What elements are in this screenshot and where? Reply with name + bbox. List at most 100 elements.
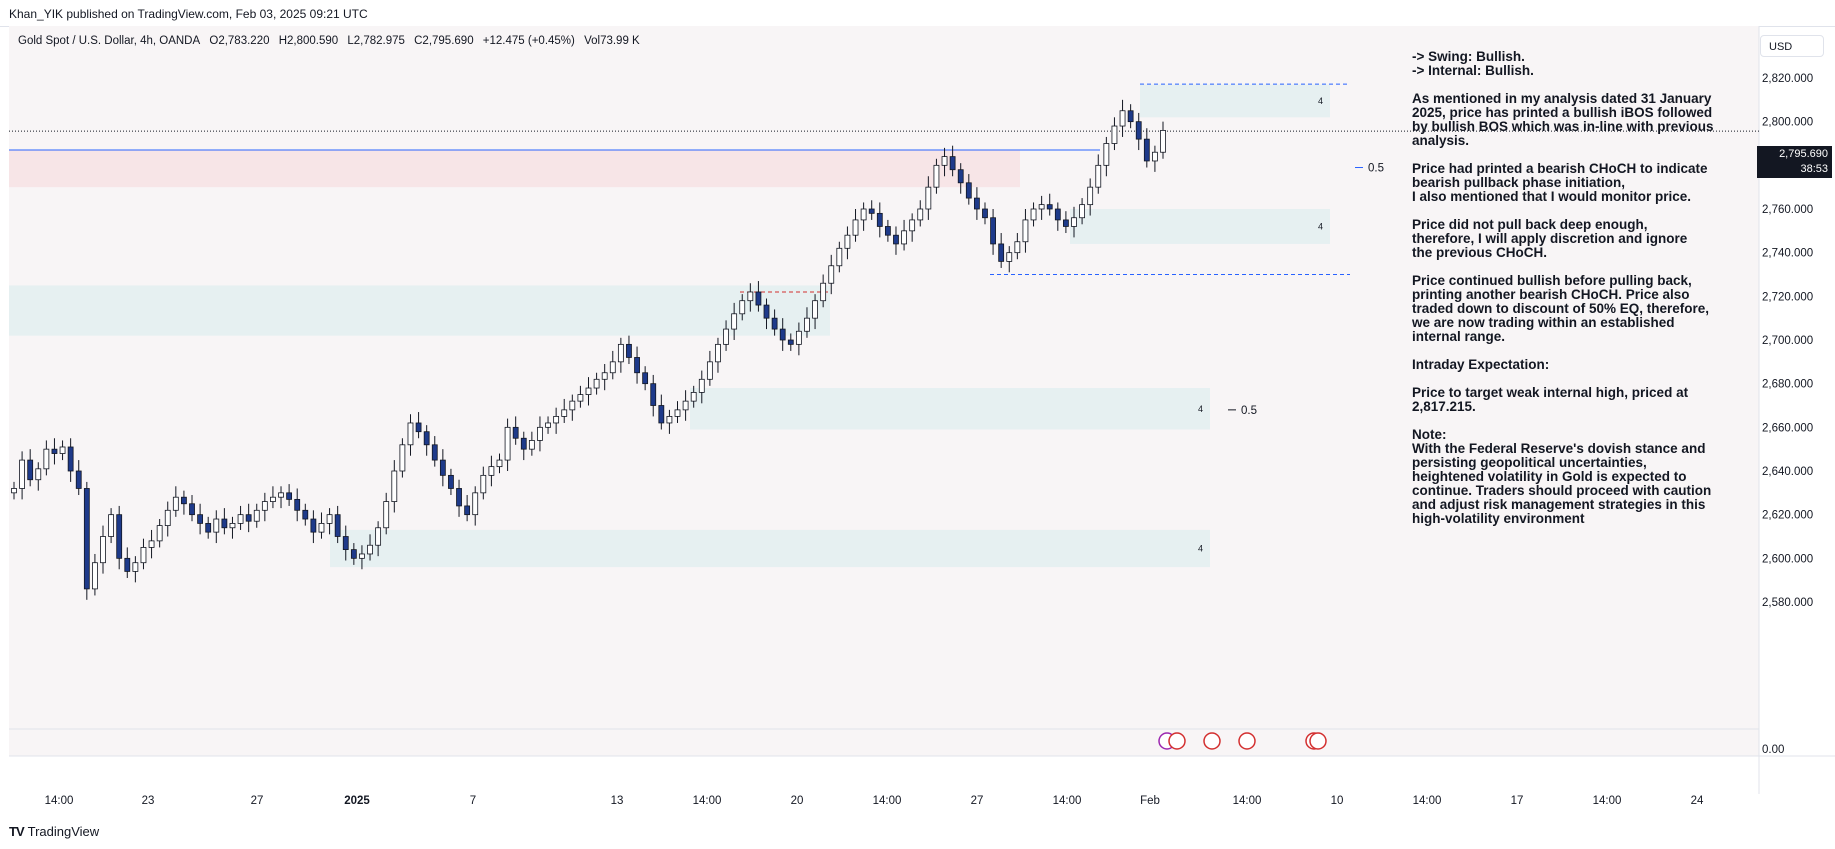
note-paragraph: -> Swing: Bullish. -> Internal: Bullish.: [1412, 50, 1732, 78]
note-line: I also mentioned that I would monitor pr…: [1412, 189, 1692, 204]
candle-body: [609, 361, 616, 374]
note-line: printing another bearish CHoCH. Price al…: [1412, 287, 1690, 302]
currency-button[interactable]: USD: [1760, 35, 1824, 57]
ohlc-open: O2,783.220: [209, 35, 270, 47]
candle-body: [1071, 217, 1077, 227]
candle-body: [982, 208, 988, 219]
candle-body: [342, 536, 349, 550]
current-price-tag: 2,795.690 38:53: [1757, 146, 1832, 178]
us-flag-icon[interactable]: [1309, 732, 1327, 750]
candle-body: [367, 544, 373, 555]
note-line: heightened volatility in Gold is expecte…: [1412, 469, 1687, 484]
note-line: continue. Traders should proceed with ca…: [1412, 483, 1712, 498]
candle-body: [642, 372, 649, 385]
candle-body: [148, 540, 155, 548]
candle-body: [520, 437, 527, 450]
candle-body: [261, 501, 268, 511]
note-line: high-volatility environment: [1412, 511, 1585, 526]
note-paragraph: Price to target weak internal high, pric…: [1412, 386, 1732, 414]
note-line: Price continued bullish before pulling b…: [1412, 273, 1692, 288]
brand-name: TradingView: [27, 824, 100, 839]
tradingview-logo[interactable]: TV TradingView: [9, 824, 99, 839]
price-tick-label: 2,620.000: [1762, 510, 1813, 522]
candle-body: [415, 422, 422, 433]
candle-body: [1135, 121, 1142, 140]
candle-body: [108, 514, 114, 537]
candle-body: [925, 186, 932, 210]
volume-value: Vol73.99 K: [584, 35, 640, 47]
candle-body: [1030, 208, 1037, 221]
candle-body: [949, 156, 956, 171]
order-block-zone: [9, 285, 830, 336]
candle-body: [1014, 241, 1021, 254]
us-flag-icon[interactable]: [1203, 732, 1221, 750]
candle-body: [480, 474, 487, 494]
price-tick-label: 2,700.000: [1762, 335, 1813, 347]
order-block-zone: [9, 150, 1020, 188]
note-line: we are now trading within an established: [1412, 315, 1675, 330]
publish-header: Khan_YIK published on TradingView.com, F…: [0, 0, 1835, 27]
candle-body: [666, 416, 673, 424]
price-tick-label: 2,580.000: [1762, 597, 1813, 609]
note-line: As mentioned in my analysis dated 31 Jan…: [1412, 91, 1712, 106]
candle-body: [156, 525, 163, 542]
current-price-value: 2,795.690: [1779, 148, 1828, 160]
symbol-name[interactable]: Gold Spot / U.S. Dollar, 4h, OANDA: [18, 35, 201, 47]
ohlc-low: L2,782.975: [347, 35, 405, 47]
candle-body: [197, 514, 204, 524]
event-icons[interactable]: [1158, 732, 1327, 750]
candle-body: [512, 426, 519, 439]
candle-body: [431, 444, 438, 461]
candle-body: [836, 247, 843, 267]
candle-body: [884, 226, 891, 236]
candle-body: [650, 383, 657, 406]
note-line: bearish pullback phase initiation,: [1412, 175, 1626, 190]
price-tick-label: 2,680.000: [1762, 379, 1813, 391]
us-flag-icon[interactable]: [1238, 732, 1256, 750]
price-tick-label: 2,820.000: [1762, 73, 1813, 85]
candle-body: [739, 300, 746, 315]
candle-body: [804, 317, 810, 332]
equilibrium-label: 0.5: [1241, 405, 1257, 417]
note-line: 2025, price has printed a bullish iBOS f…: [1412, 105, 1713, 120]
candle-body: [998, 243, 1005, 262]
note-line: Price to target weak internal high, pric…: [1412, 385, 1689, 400]
note-paragraph: Intraday Expectation:: [1412, 358, 1732, 372]
candle-body: [1022, 219, 1029, 243]
note-line: the previous CHoCH.: [1412, 245, 1548, 260]
candle-body: [164, 509, 171, 526]
candle-body: [375, 527, 382, 546]
candle-body: [35, 468, 42, 481]
note-line: by bullish BOS which was in-line with pr…: [1412, 119, 1714, 134]
symbol-legend[interactable]: Gold Spot / U.S. Dollar, 4h, OANDA O2,78…: [18, 35, 646, 47]
candle-body: [909, 219, 916, 232]
candle-body: [496, 459, 503, 468]
candle-body: [820, 282, 827, 302]
time-tick-label: 14:00: [45, 795, 74, 807]
candle-body: [253, 509, 260, 522]
candle-body: [812, 300, 818, 319]
candle-body: [407, 422, 414, 446]
candle-body: [124, 557, 131, 572]
footer: TV TradingView: [0, 820, 1835, 849]
candle-body: [383, 501, 390, 529]
candle-body: [634, 357, 640, 374]
candle-body: [731, 313, 738, 330]
candle-body: [302, 509, 309, 520]
note-line: Note:: [1412, 427, 1447, 442]
candle-body: [537, 426, 543, 441]
note-line: persisting geopolitical uncertainties,: [1412, 455, 1647, 470]
candle-body: [545, 422, 551, 428]
candle-body: [528, 440, 535, 450]
time-tick-label: 14:00: [1233, 795, 1262, 807]
note-line: traded down to discount of 50% EQ, there…: [1412, 301, 1710, 316]
candle-body: [43, 448, 50, 470]
time-tick-label: 23: [142, 795, 155, 807]
candle-body: [674, 409, 681, 417]
price-tick-label: 2,660.000: [1762, 422, 1813, 434]
us-flag-icon[interactable]: [1168, 732, 1186, 750]
candle-body: [326, 514, 333, 524]
candle-body: [334, 514, 341, 537]
candle-body: [715, 343, 721, 363]
